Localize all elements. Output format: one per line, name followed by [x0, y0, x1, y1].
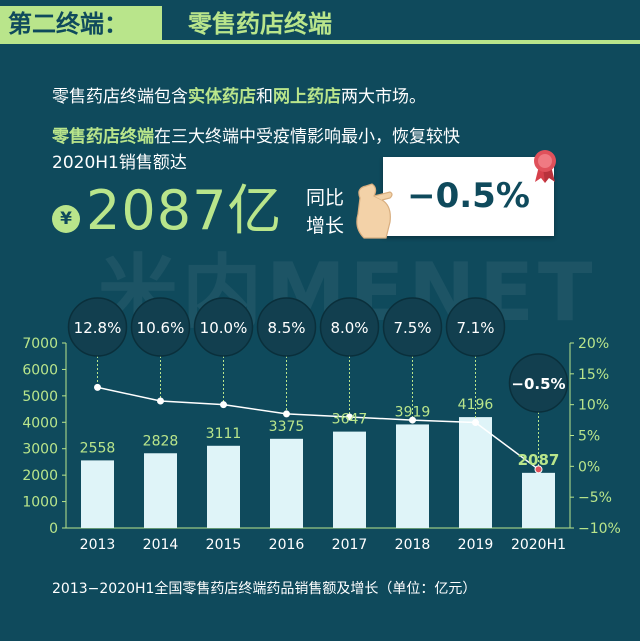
growth-label: 8.0%: [330, 319, 368, 337]
growth-bubble: [193, 297, 254, 357]
growth-value: −0.5%: [407, 176, 530, 216]
y-left-tick-label: 5000: [22, 389, 58, 405]
y-left-tick-label: 1000: [22, 495, 58, 511]
header-banner: 第二终端： 零售药店终端: [0, 0, 640, 46]
growth-label: 8.5%: [267, 319, 305, 337]
sales-growth-chart: 0 1000 2000 3000 4000 5000 6000 7000 −10% −5% 0% 5%…: [22, 297, 621, 553]
chart-caption: 2013−2020H1全国零售药店终端药品销售额及增长（单位：亿元）: [52, 581, 477, 597]
bar-value-label: 2087: [518, 451, 560, 469]
growth-label: 12.8%: [74, 319, 122, 337]
x-tick-label: 2017: [332, 537, 368, 553]
intro-text: 和: [256, 87, 273, 107]
growth-bubble: [508, 353, 569, 413]
bar: [333, 431, 366, 528]
y-right-tick-label: 15%: [578, 367, 609, 383]
growth-bubble: [445, 297, 506, 357]
growth-label: 10.0%: [200, 319, 248, 337]
y-left-tick-label: 0: [49, 521, 58, 537]
growth-point: [472, 419, 479, 427]
x-tick-label: 2016: [269, 537, 305, 553]
bar: [207, 445, 240, 528]
bar: [144, 453, 177, 528]
growth-bubble: [256, 297, 317, 357]
bar-value-label: 2558: [80, 440, 116, 456]
x-tick-label: 2020H1: [511, 537, 566, 553]
header-underline: [0, 40, 640, 44]
y-left-tick-label: 3000: [22, 442, 58, 458]
hand-icon: [356, 183, 393, 239]
intro-line-2: 零售药店终端在三大终端中受疫情影响最小，恢复较快: [52, 122, 460, 147]
intro-text: 在三大终端中受疫情影响最小，恢复较快: [154, 127, 460, 147]
growth-label: 7.5%: [393, 319, 431, 337]
y-right-tick-label: 10%: [578, 398, 609, 414]
growth-line: [97, 386, 539, 471]
intro-line-1: 零售药店终端包含实体药店和网上药店两大市场。: [52, 82, 426, 107]
growth-card: −0.5%: [383, 157, 554, 236]
y-right-tick-label: 0%: [578, 459, 600, 475]
growth-point: [94, 383, 101, 391]
intro-text: 零售药店终端包含: [52, 87, 188, 107]
growth-label: 7.1%: [456, 319, 494, 337]
sales-value: 2087亿: [86, 179, 283, 242]
bar: [396, 424, 429, 528]
yoy-label-line1: 同比: [306, 187, 345, 209]
growth-bubble: [67, 297, 128, 357]
ribbon-badge-icon: [534, 150, 556, 183]
bar-value-label: 2828: [143, 433, 179, 449]
bar-value-label: 3647: [332, 412, 368, 428]
growth-bubble: [319, 297, 380, 357]
bar-value-label: 3111: [206, 426, 242, 442]
growth-point: [534, 465, 543, 474]
x-tick-label: 2018: [395, 537, 431, 553]
bar: [81, 460, 114, 528]
growth-label: 10.6%: [137, 319, 185, 337]
growth-point: [409, 416, 416, 424]
x-tick-label: 2014: [143, 537, 179, 553]
bar-value-label: 3919: [395, 404, 431, 420]
y-left-tick-label: 2000: [22, 468, 58, 484]
growth-bubble: [382, 297, 443, 357]
bar-value-label: 3375: [269, 419, 305, 435]
highlight-online-pharmacy: 网上药店: [273, 87, 341, 107]
y-right-tick-label: 20%: [578, 336, 609, 352]
yoy-label-line2: 增长: [306, 215, 345, 237]
y-right-tick-label: −5%: [578, 490, 612, 506]
bar: [270, 438, 303, 528]
highlight-physical-pharmacy: 实体药店: [188, 87, 256, 107]
bar: [459, 417, 492, 528]
highlight-retail-terminal: 零售药店终端: [52, 127, 154, 147]
x-tick-label: 2013: [80, 537, 116, 553]
y-left-tick-label: 7000: [22, 336, 58, 352]
growth-point: [346, 413, 353, 421]
bar: [522, 472, 555, 528]
y-left-tick-label: 6000: [22, 362, 58, 378]
yen-icon: ¥: [52, 205, 80, 233]
growth-point: [157, 397, 164, 405]
y-right-tick-label: 5%: [578, 429, 600, 445]
bar-value-label: 4196: [458, 397, 494, 413]
intro-text: 两大市场。: [341, 87, 426, 107]
growth-bubble: [130, 297, 191, 357]
page-title: 零售药店终端: [188, 10, 332, 38]
growth-point: [220, 401, 227, 409]
x-tick-label: 2015: [206, 537, 242, 553]
y-left-tick-label: 4000: [22, 415, 58, 431]
section-label: 第二终端：: [0, 6, 162, 42]
x-tick-label: 2019: [458, 537, 494, 553]
growth-point: [283, 410, 290, 418]
y-right-tick-label: −10%: [578, 521, 621, 537]
intro-line-3: 2020H1销售额达: [52, 153, 187, 173]
growth-label: −0.5%: [511, 375, 565, 393]
